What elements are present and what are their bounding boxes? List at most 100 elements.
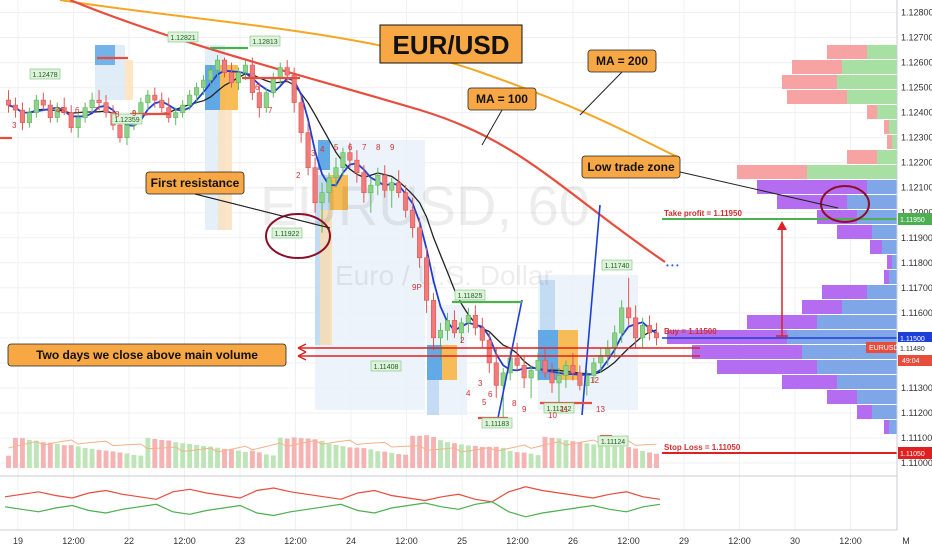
candle-body bbox=[528, 370, 534, 379]
volume-bar bbox=[570, 441, 576, 468]
volume-profile-bar bbox=[782, 75, 837, 89]
candle-body bbox=[89, 99, 95, 108]
volume-bar bbox=[431, 437, 436, 468]
candle-body bbox=[201, 79, 207, 88]
volume-profile-bar bbox=[802, 300, 842, 314]
sequence-number: 8 bbox=[376, 143, 381, 152]
volume-bar bbox=[486, 446, 492, 468]
candle-body bbox=[354, 159, 360, 173]
chart-title: EUR/USD bbox=[392, 30, 509, 60]
candle-body bbox=[612, 332, 618, 349]
candle-body bbox=[521, 365, 527, 379]
time-tick-label: M bbox=[902, 536, 910, 546]
volume-profile-bar bbox=[867, 285, 897, 299]
price-tag bbox=[167, 31, 199, 43]
resistance-circle bbox=[265, 213, 331, 259]
volume-profile-bar bbox=[867, 105, 877, 119]
candle-body bbox=[117, 124, 123, 138]
volume-bar bbox=[340, 446, 346, 468]
candle-body bbox=[180, 104, 186, 113]
volume-profile-bar bbox=[872, 225, 897, 239]
candle-body bbox=[256, 92, 262, 108]
volume-bar bbox=[500, 447, 506, 468]
sequence-number: 9 bbox=[390, 143, 395, 152]
volume-bar bbox=[201, 445, 207, 468]
volume-bars bbox=[6, 435, 659, 468]
volume-profile-bar bbox=[857, 390, 897, 404]
volume-bar bbox=[256, 452, 262, 468]
candle-body bbox=[431, 300, 437, 339]
price-tick-label: 1.12300 bbox=[901, 133, 932, 143]
candle-body bbox=[549, 372, 555, 384]
volume-bar bbox=[284, 438, 290, 468]
candle-body bbox=[570, 365, 576, 374]
volume-bar bbox=[263, 454, 269, 468]
take-profit-tag: 1.11950 bbox=[900, 217, 925, 224]
candle-body bbox=[479, 327, 485, 341]
volume-bar bbox=[298, 438, 304, 468]
volume-bar bbox=[54, 443, 60, 468]
price-tick-label: 1.11300 bbox=[901, 383, 932, 393]
ma-200-label: MA = 200 bbox=[596, 54, 648, 68]
stop-loss-tag-bg bbox=[898, 447, 932, 459]
price-tag bbox=[111, 113, 143, 125]
candle-body bbox=[361, 172, 367, 194]
highlight-zone bbox=[95, 45, 115, 65]
highlight-zone bbox=[318, 140, 330, 170]
volume-bar bbox=[194, 444, 200, 468]
candle-body bbox=[493, 362, 499, 386]
volume-bar bbox=[445, 442, 450, 468]
price-tag-text: 1.11242 bbox=[547, 406, 572, 413]
volume-bar bbox=[577, 442, 583, 468]
volume-bar bbox=[347, 447, 353, 468]
price-tag bbox=[597, 435, 629, 447]
volume-bar bbox=[138, 455, 144, 468]
volume-bar bbox=[215, 447, 220, 468]
candle-body bbox=[389, 182, 395, 191]
sequence-number: 8 bbox=[115, 110, 120, 119]
ma-200-label-pointer bbox=[579, 71, 623, 116]
symbol-tag: EURUSD bbox=[869, 345, 899, 352]
main-volume-note: Two days we close above main volume bbox=[36, 348, 258, 362]
volume-bar bbox=[354, 447, 360, 468]
volume-bar bbox=[124, 453, 130, 468]
volume-bar bbox=[563, 440, 569, 468]
candle-body bbox=[333, 167, 339, 178]
price-tick-label: 1.12600 bbox=[901, 58, 932, 68]
volume-bar bbox=[438, 440, 443, 468]
symbol-tag-bg bbox=[866, 342, 896, 353]
volume-profile-bar bbox=[847, 90, 897, 104]
ma-100-label-pointer bbox=[481, 109, 503, 146]
highlight-zone bbox=[427, 345, 442, 380]
volume-profile-bar bbox=[717, 360, 817, 374]
candle-body bbox=[410, 209, 416, 229]
volume-bar bbox=[89, 448, 95, 468]
sequence-number: 4 bbox=[466, 389, 471, 398]
arrow-head bbox=[777, 221, 787, 230]
volume-profile-bar bbox=[889, 120, 897, 134]
candle-body bbox=[340, 152, 346, 168]
main-volume-box bbox=[7, 343, 287, 367]
candle-body bbox=[633, 317, 639, 339]
buy-label: Buy = 1.11500 bbox=[664, 327, 717, 336]
volume-bar bbox=[535, 455, 541, 468]
price-tick-label: 1.12500 bbox=[901, 83, 932, 93]
volume-bar bbox=[375, 451, 381, 468]
price-tick-label: 1.12400 bbox=[901, 108, 932, 118]
volume-bar bbox=[235, 450, 241, 468]
volume-bar bbox=[528, 453, 534, 468]
candle-body bbox=[312, 167, 318, 204]
price-tick-label: 1.12800 bbox=[901, 8, 932, 18]
volume-bar bbox=[159, 439, 165, 468]
volume-profile-bar bbox=[792, 60, 842, 74]
sequence-number: 5 bbox=[482, 398, 487, 407]
sequence-number: 9 bbox=[132, 109, 137, 118]
take-profit-tag-bg bbox=[898, 213, 932, 225]
ma-100-label-box bbox=[467, 87, 537, 111]
volume-profile-bar bbox=[692, 345, 802, 359]
candle-body bbox=[214, 59, 221, 71]
volume-bar bbox=[187, 443, 193, 468]
price-tag-text: 1.11408 bbox=[374, 364, 399, 371]
volume-bar bbox=[417, 435, 423, 468]
